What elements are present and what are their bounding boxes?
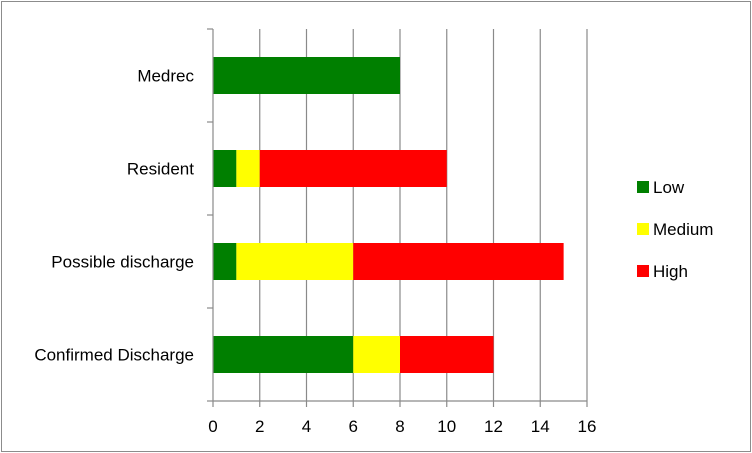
bars: [213, 57, 564, 373]
bar-segment-medium: [236, 243, 354, 280]
x-tick-label: 2: [255, 417, 264, 436]
bar-segment-high: [400, 336, 494, 373]
legend-label: Medium: [653, 220, 713, 239]
bar-segment-low: [213, 150, 237, 187]
x-tick-label: 10: [437, 417, 456, 436]
category-label: Medrec: [137, 67, 194, 86]
x-tick-label: 0: [208, 417, 217, 436]
bar-segment-low: [213, 243, 237, 280]
legend-item-medium: Medium: [637, 220, 713, 239]
x-tick-label: 6: [349, 417, 358, 436]
legend-label: High: [653, 262, 688, 281]
bar-segment-medium: [236, 150, 260, 187]
x-tick-label: 4: [302, 417, 311, 436]
category-label: Confirmed Discharge: [34, 346, 194, 365]
legend-item-high: High: [637, 262, 688, 281]
x-tick-label: 16: [578, 417, 597, 436]
category-label: Resident: [127, 160, 194, 179]
bar-segment-high: [259, 150, 447, 187]
bar-segment-low: [213, 57, 400, 94]
x-tick-label: 12: [484, 417, 503, 436]
legend-swatch: [637, 223, 649, 235]
legend-swatch: [637, 181, 649, 193]
legend-item-low: Low: [637, 178, 685, 197]
category-label: Possible discharge: [51, 253, 194, 272]
legend: Low Medium High: [637, 178, 713, 281]
legend-label: Low: [653, 178, 685, 197]
bar-segment-medium: [353, 336, 400, 373]
x-tick-labels: 0 2 4 6 8 10 12 14 16: [208, 417, 596, 436]
axes: [207, 28, 588, 407]
legend-swatch: [637, 265, 649, 277]
x-tick-label: 8: [395, 417, 404, 436]
category-labels: Medrec Resident Possible discharge Confirme…: [34, 67, 194, 365]
bar-segment-high: [353, 243, 564, 280]
bar-segment-low: [213, 336, 354, 373]
x-tick-label: 14: [531, 417, 550, 436]
